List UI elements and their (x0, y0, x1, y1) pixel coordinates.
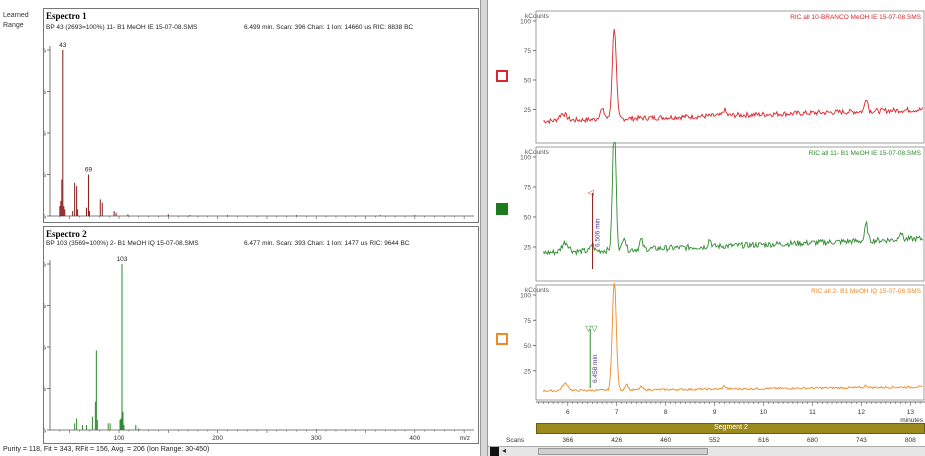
x-tick-label: 300 (311, 435, 322, 442)
scan-number: 366 (562, 437, 573, 444)
y-tick-label: 50 (524, 215, 532, 222)
chromatogram-trace (542, 282, 923, 393)
chromatogram-viewer: kCounts 100 75 50 25 RIC all 10-BRANCO MeOH I… (488, 0, 925, 456)
peak-marker-label: 6.458 min (592, 354, 599, 383)
trace-2-swatch[interactable] (496, 203, 508, 215)
chromatogram-frame (535, 10, 925, 144)
scroll-left-arrow-icon: ◂ (502, 446, 507, 455)
peak-label: 69 (85, 167, 93, 174)
kcounts-label: kCounts (525, 149, 550, 156)
peak-marker-symbol: ◁ (588, 188, 595, 197)
time-tick-label: 8 (664, 409, 668, 416)
chromatogram-frame (535, 284, 925, 401)
trace-1-swatch[interactable] (496, 70, 508, 82)
spectrum-2-title: Espectro 2 (46, 229, 87, 239)
y-tick-label: 75 (524, 185, 532, 192)
time-tick-label: 6 (566, 409, 570, 416)
spectrum-1-scan-info: 6.499 min. Scan: 396 Chan: 1 Ion: 14660 … (244, 24, 414, 31)
spectrum-2-plot: 100% 75% 50% 25% 0% 100 200 300 400 m/z 103 (44, 256, 474, 442)
trace-title: RIC all 10-BRANCO MeOH IE 15-07-08.SMS (790, 14, 921, 21)
time-tick-label: 7 (615, 409, 619, 416)
peak-label: 43 (59, 42, 67, 49)
y-tick-label: 100 (520, 19, 531, 26)
x-tick-label: 400 (409, 435, 420, 442)
trace-title: RIC all 2- B1 MeOH IQ 15-07-08.SMS (811, 288, 921, 295)
chromatogram-trace (542, 142, 923, 257)
y-tick-label: 75% (44, 89, 46, 96)
y-tick-label: 50% (44, 345, 46, 352)
splitter[interactable] (480, 0, 488, 456)
spectrum-1-title: Espectro 1 (46, 11, 87, 21)
scroll-left-button[interactable] (490, 447, 499, 456)
x-tick-label: 200 (212, 435, 223, 442)
y-tick-label: 100 (520, 155, 531, 162)
trace-title: RIC all 11- B1 MeOH IE 15-07-08.SMS (809, 150, 922, 157)
scan-number: 808 (905, 437, 916, 444)
spectrum-2-info: BP 103 (3569=100%) 2- B1 MeOH IQ 15-07-0… (46, 240, 199, 247)
peak-label: 103 (117, 256, 128, 263)
spectrum-2-panel[interactable]: Espectro 2 BP 103 (3569=100%) 2- B1 MeOH… (43, 226, 479, 444)
swatch-column (488, 0, 534, 400)
scroll-thumb[interactable] (538, 448, 708, 455)
x-tick-label: 100 (114, 435, 125, 442)
y-tick-label: 100 (520, 293, 531, 300)
scan-number: 460 (660, 437, 671, 444)
y-tick-label: 50% (44, 131, 46, 138)
y-tick-label: 0% (44, 214, 46, 221)
spectrum-2-scan-info: 6.477 min. Scan: 393 Chan: 1 Ion: 1477 u… (244, 240, 410, 247)
chromatogram-trace (543, 28, 924, 125)
scan-number: 616 (758, 437, 769, 444)
time-axis-label: minutes (900, 417, 924, 424)
x-axis-label: m/z (460, 435, 470, 442)
learned-label[interactable]: Learned (3, 12, 29, 19)
y-tick-label: 25 (524, 368, 532, 375)
time-tick-label: 13 (907, 409, 915, 416)
y-tick-label: 25% (44, 172, 46, 179)
y-tick-label: 75 (524, 48, 532, 55)
range-label[interactable]: Range (3, 22, 24, 29)
y-tick-label: 25 (524, 245, 532, 252)
scan-number: 743 (856, 437, 867, 444)
y-tick-label: 100% (44, 262, 46, 269)
y-tick-label: 25% (44, 386, 46, 393)
chromatogram-frame (535, 146, 925, 282)
time-tick-label: 11 (809, 409, 816, 416)
y-tick-label: 100% (44, 48, 46, 55)
scan-number: 426 (611, 437, 622, 444)
y-tick-label: 0% (44, 428, 46, 435)
y-tick-label: 50 (524, 343, 532, 350)
spectrum-viewer: Learned Range Espectro 1 BP 43 (2693=100… (3, 8, 479, 453)
kcounts-label: kCounts (525, 13, 550, 20)
spectrum-1-panel[interactable]: Espectro 1 BP 43 (2693=100%) 11- B1 MeOH… (43, 8, 479, 223)
segment-label: Segment 2 (714, 424, 748, 431)
spectrum-1-info: BP 43 (2693=100%) 11- B1 MeOH IE 15-07-0… (46, 24, 198, 31)
scan-number: 680 (807, 437, 818, 444)
time-tick-label: 12 (858, 409, 866, 416)
y-tick-label: 50 (524, 78, 532, 85)
scan-number: 552 (709, 437, 720, 444)
time-tick-label: 10 (760, 409, 768, 416)
y-tick-label: 25 (524, 107, 532, 114)
spectrum-1-plot: 100% 75% 50% 25% 0% 43 69 (44, 42, 474, 221)
peak-marker-symbol: ▽▽ (585, 324, 598, 333)
kcounts-label: kCounts (525, 287, 550, 294)
time-tick-label: 9 (713, 409, 717, 416)
purity-footer: Purity = 118, Fit = 343, RFit = 156, Avg… (3, 446, 210, 453)
y-tick-label: 75% (44, 303, 46, 310)
scans-label: Scans (506, 437, 525, 444)
trace-3-swatch[interactable] (496, 333, 508, 345)
y-tick-label: 75 (524, 318, 532, 325)
peak-marker-label: 6.506 min (595, 218, 602, 247)
